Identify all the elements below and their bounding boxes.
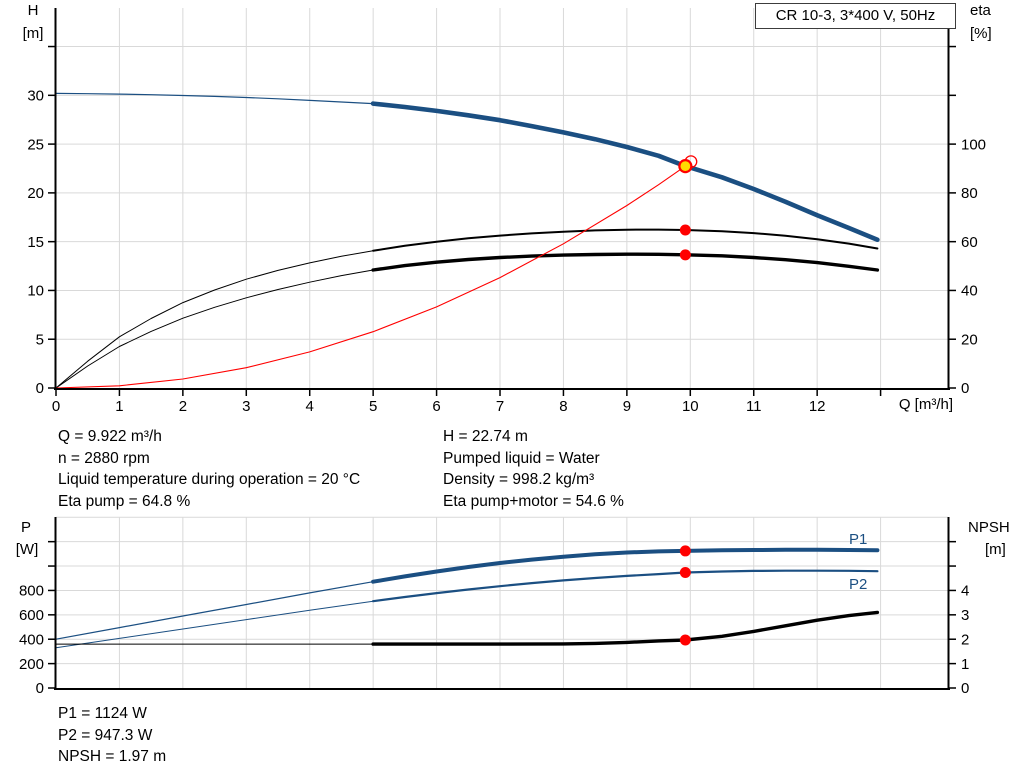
x-tick-label: 9 [623, 398, 631, 415]
right-tick-label: 4 [961, 583, 969, 600]
right-tick-label: 40 [961, 283, 978, 300]
eta-pump-curve-thin [55, 250, 374, 389]
info-h: H = 22.74 m [443, 428, 528, 445]
eta-pump-motor-curve [371, 252, 880, 272]
p1-point [679, 545, 691, 557]
right-tick-label: 0 [961, 680, 969, 697]
h-curve-thin [55, 92, 374, 105]
pump-designation-box: CR 10-3, 3*400 V, 50Hz [755, 3, 956, 29]
x-tick-label: 10 [682, 398, 699, 415]
left-tick-label: 0 [36, 380, 44, 397]
left-tick-label: 200 [19, 656, 44, 673]
info-eta-pump-motor: Eta pump+motor = 54.6 % [443, 493, 624, 511]
left-tick-label: 10 [27, 283, 44, 300]
info-pumped-liquid: Pumped liquid = Water [443, 449, 600, 467]
p1-curve [371, 547, 880, 584]
power-npsh-chart: 0 200 400 600 800 0 1 2 3 4 [19, 516, 969, 697]
duty-info-right: H = 22.74 m Pumped liquid = Water Densit… [443, 426, 624, 513]
right-tick-label: 20 [961, 331, 978, 348]
result-p1: P1 = 1124 W [58, 705, 147, 722]
eta-axis-title: eta [970, 2, 991, 19]
p-axis-unit: [W] [15, 541, 39, 558]
right-tick-label: 3 [961, 607, 969, 624]
right-tick-label: 1 [961, 656, 969, 673]
right-tick-label: 80 [961, 185, 978, 202]
left-tick-label: 600 [19, 607, 44, 624]
info-liquid-temperature: Liquid temperature during operation = 20… [58, 471, 361, 489]
left-tick-label: 5 [36, 331, 44, 348]
h-curve [370, 101, 880, 242]
duty-point[interactable] [678, 159, 693, 174]
p2-point [679, 566, 691, 578]
x-tick-label: 5 [369, 398, 377, 415]
result-npsh: NPSH = 1.97 m [58, 748, 167, 766]
right-tick-label: 2 [961, 631, 969, 648]
npsh-axis-unit: [m] [985, 541, 1006, 558]
npsh-axis-title: NPSH [968, 519, 1010, 536]
x-tick-label: 6 [432, 398, 440, 415]
x-tick-label: 12 [809, 398, 826, 415]
left-tick-label: 30 [27, 88, 44, 105]
right-tick-label: 100 [961, 136, 986, 153]
duty-info-left: Q = 9.922 m³/h n = 2880 rpm Liquid tempe… [58, 426, 360, 513]
result-p2: P2 = 947.3 W [58, 726, 153, 744]
x-tick-label: 1 [115, 398, 123, 415]
info-density: Density = 998.2 kg/m³ [443, 471, 595, 489]
right-tick-label: 60 [961, 234, 978, 251]
npsh-point [679, 634, 691, 646]
eta-pump-motor-curve-thin [55, 269, 374, 389]
info-speed: n = 2880 rpm [58, 449, 150, 467]
h-axis-unit: [m] [22, 25, 44, 42]
p2-curve-thin [55, 600, 374, 649]
left-tick-label: 0 [36, 680, 44, 697]
system-curve [55, 165, 686, 389]
x-tick-label: 3 [242, 398, 250, 415]
x-tick-label: 2 [179, 398, 187, 415]
info-q: Q = 9.922 m³/h [58, 428, 162, 445]
x-tick-label: 4 [306, 398, 314, 415]
x-tick-label: 0 [52, 398, 60, 415]
eta-pump-point [679, 224, 691, 236]
p2-curve [372, 569, 879, 603]
p-axis-title: P [20, 519, 31, 536]
npsh-curve [371, 610, 880, 646]
eta-pump-curve [372, 228, 879, 252]
x-tick-label: 8 [559, 398, 567, 415]
p2-curve-label: P2 [849, 576, 868, 593]
left-tick-label: 800 [19, 583, 44, 600]
q-axis-title: Q [m³/h] [898, 396, 953, 413]
p1-curve-thin [55, 581, 374, 640]
eta-pump-motor-point [679, 249, 691, 261]
h-axis-title: H [27, 2, 39, 19]
eta-axis-unit: [%] [970, 25, 992, 42]
x-tick-label: 7 [496, 398, 504, 415]
left-tick-label: 400 [19, 631, 44, 648]
x-tick-label: 11 [746, 398, 762, 415]
right-tick-label: 0 [961, 380, 969, 397]
left-tick-label: 15 [27, 234, 44, 251]
results-block: P1 = 1124 W P2 = 947.3 W NPSH = 1.97 m [58, 703, 166, 768]
info-eta-pump: Eta pump = 64.8 % [58, 493, 191, 511]
left-tick-label: 25 [27, 136, 44, 153]
p1-curve-label: P1 [849, 531, 868, 548]
left-tick-label: 20 [27, 185, 44, 202]
